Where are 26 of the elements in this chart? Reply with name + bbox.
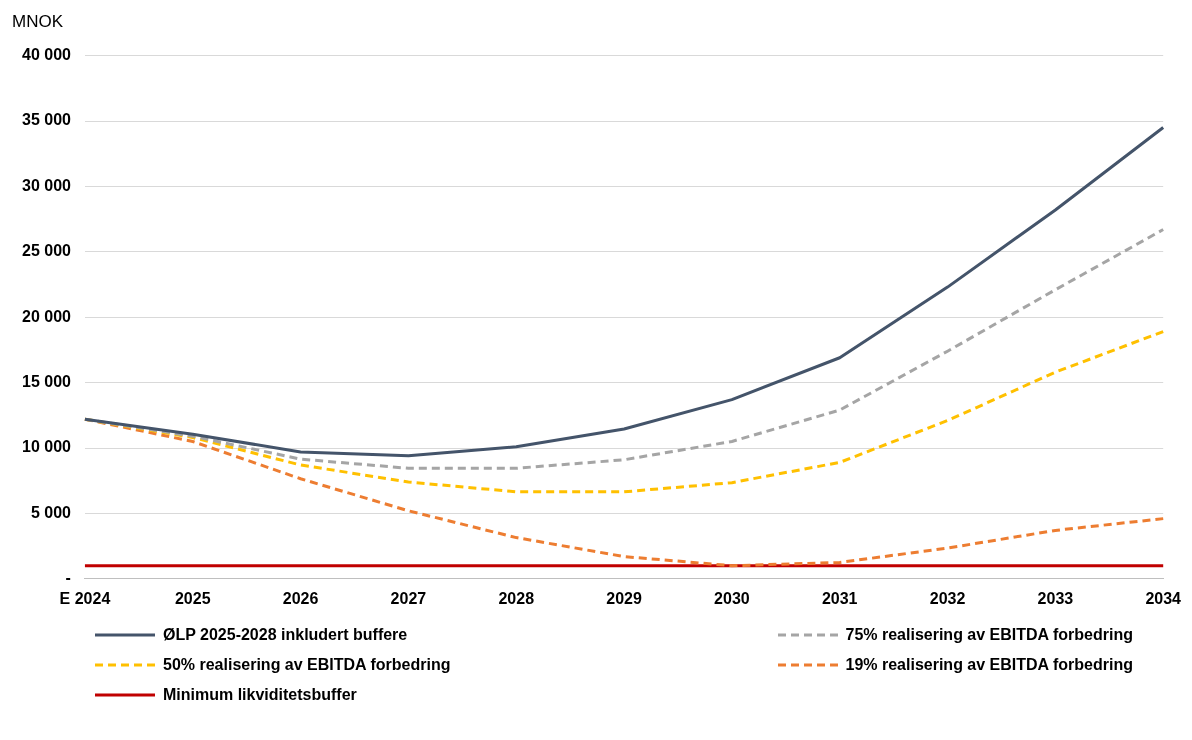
y-tick-label: 10 000 — [22, 438, 72, 456]
y-tick-label: 40 000 — [22, 46, 72, 64]
legend-label: 19% realisering av EBITDA forbedring — [845, 656, 1133, 674]
y-tick-label: - — [65, 569, 71, 587]
x-tick-label: E 2024 — [59, 589, 111, 607]
y-tick-label: 20 000 — [22, 307, 72, 325]
x-tick-label: 2025 — [174, 589, 211, 607]
x-tick-label: 2029 — [606, 589, 642, 607]
y-tick-label: 30 000 — [22, 176, 72, 194]
y-tick-label: 35 000 — [22, 111, 72, 129]
legend-label: Minimum likviditetsbuffer — [163, 686, 357, 704]
y-tick-label: 25 000 — [22, 242, 72, 260]
y-tick-label: 5 000 — [30, 503, 72, 521]
legend-label: 75% realisering av EBITDA forbedring — [845, 626, 1133, 644]
legend-label: 50% realisering av EBITDA forbedring — [163, 656, 451, 674]
x-tick-label: 2030 — [714, 589, 750, 607]
x-tick-label: 2031 — [821, 589, 858, 607]
x-tick-label: 2033 — [1037, 589, 1074, 607]
x-tick-label: 2034 — [1145, 589, 1182, 607]
x-tick-label: 2027 — [390, 589, 427, 607]
x-tick-label: 2026 — [282, 589, 319, 607]
y-axis-title: MNOK — [11, 11, 64, 32]
x-tick-label: 2028 — [498, 589, 535, 607]
legend-label: ØLP 2025-2028 inkludert buffere — [163, 626, 408, 644]
y-tick-label: 15 000 — [22, 373, 72, 391]
x-tick-label: 2032 — [929, 589, 966, 607]
